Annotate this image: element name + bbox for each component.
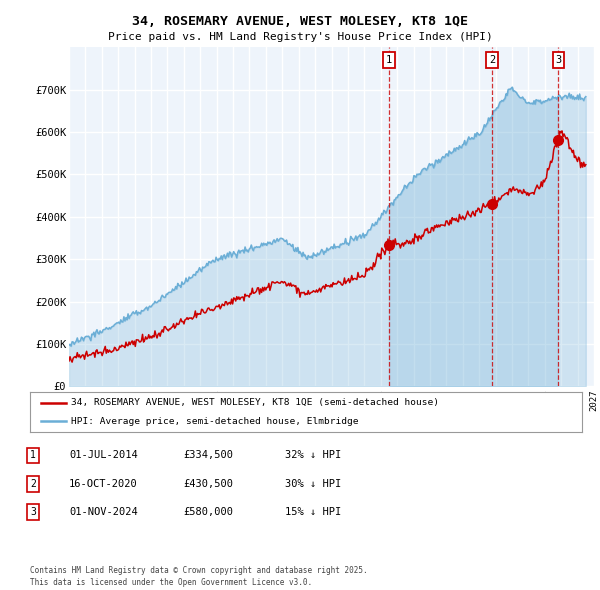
Text: Contains HM Land Registry data © Crown copyright and database right 2025.
This d: Contains HM Land Registry data © Crown c… bbox=[30, 566, 368, 587]
Text: 30% ↓ HPI: 30% ↓ HPI bbox=[285, 479, 341, 489]
Text: 15% ↓ HPI: 15% ↓ HPI bbox=[285, 507, 341, 517]
Text: 3: 3 bbox=[555, 55, 562, 65]
Text: £580,000: £580,000 bbox=[183, 507, 233, 517]
Text: 1: 1 bbox=[386, 55, 392, 65]
Text: £430,500: £430,500 bbox=[183, 479, 233, 489]
Text: 2: 2 bbox=[30, 479, 36, 489]
Text: 2: 2 bbox=[489, 55, 495, 65]
Text: 01-JUL-2014: 01-JUL-2014 bbox=[69, 451, 138, 460]
Text: 1: 1 bbox=[30, 451, 36, 460]
Text: 34, ROSEMARY AVENUE, WEST MOLESEY, KT8 1QE (semi-detached house): 34, ROSEMARY AVENUE, WEST MOLESEY, KT8 1… bbox=[71, 398, 439, 407]
Text: 16-OCT-2020: 16-OCT-2020 bbox=[69, 479, 138, 489]
Text: 01-NOV-2024: 01-NOV-2024 bbox=[69, 507, 138, 517]
Text: 34, ROSEMARY AVENUE, WEST MOLESEY, KT8 1QE: 34, ROSEMARY AVENUE, WEST MOLESEY, KT8 1… bbox=[132, 15, 468, 28]
Text: HPI: Average price, semi-detached house, Elmbridge: HPI: Average price, semi-detached house,… bbox=[71, 417, 359, 425]
Text: 3: 3 bbox=[30, 507, 36, 517]
Text: £334,500: £334,500 bbox=[183, 451, 233, 460]
Text: Price paid vs. HM Land Registry's House Price Index (HPI): Price paid vs. HM Land Registry's House … bbox=[107, 32, 493, 42]
Text: 32% ↓ HPI: 32% ↓ HPI bbox=[285, 451, 341, 460]
